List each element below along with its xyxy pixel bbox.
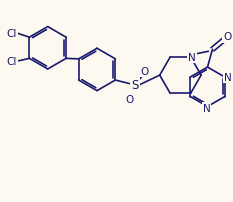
Text: O: O bbox=[125, 94, 133, 104]
Text: S: S bbox=[131, 79, 139, 92]
Text: N: N bbox=[224, 73, 231, 82]
Text: Cl: Cl bbox=[7, 29, 17, 39]
Text: N: N bbox=[203, 104, 210, 114]
Text: O: O bbox=[141, 67, 149, 77]
Text: Cl: Cl bbox=[7, 57, 17, 67]
Text: N: N bbox=[188, 53, 196, 63]
Text: O: O bbox=[223, 32, 231, 42]
